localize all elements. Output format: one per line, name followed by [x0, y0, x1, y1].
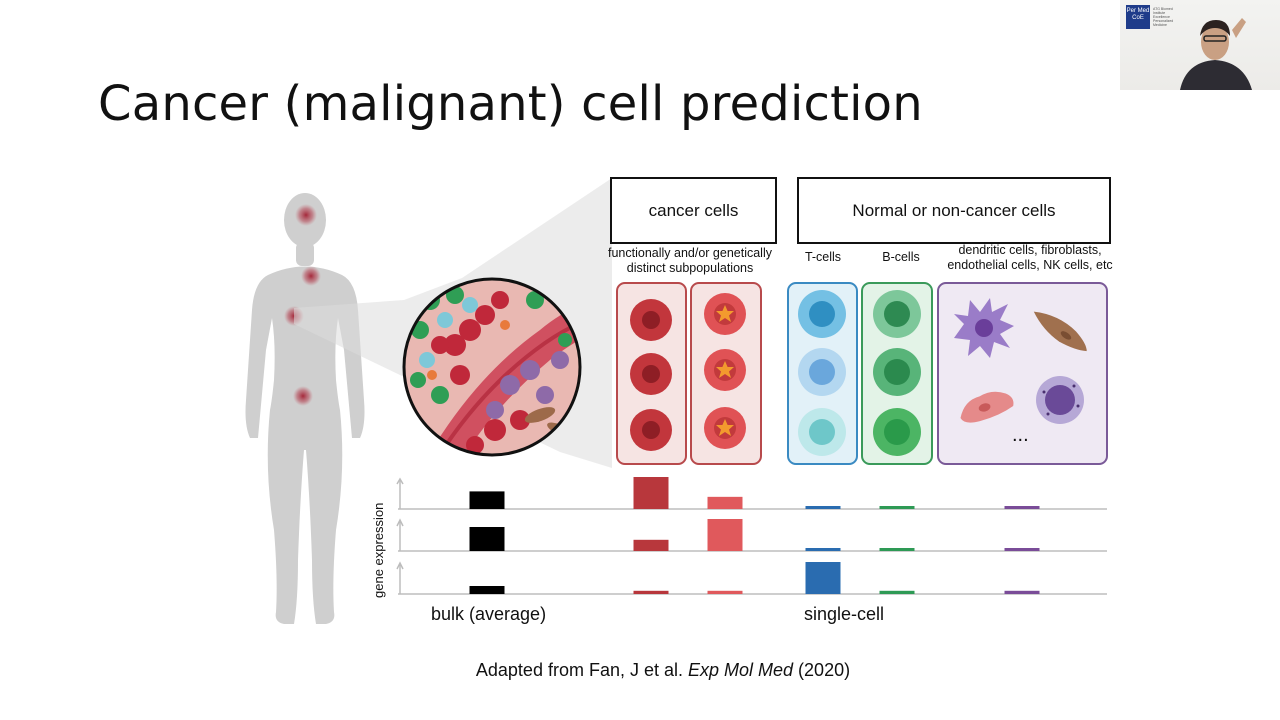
fibroblast-icon	[1033, 311, 1087, 352]
tumor-head-icon	[295, 204, 317, 226]
citation: Adapted from Fan, J et al. Exp Mol Med (…	[0, 660, 1280, 681]
bcells-label: B-cells	[882, 250, 920, 264]
cancer-subtitle-line2: distinct subpopulations	[626, 261, 754, 275]
bar-5-row-0	[1004, 506, 1040, 509]
other-cells-label: dendritic cells, fibroblasts, endothelia…	[934, 243, 1126, 273]
chart-axes	[396, 477, 1107, 595]
bar-0-row-2	[469, 586, 505, 594]
permedcoe-logo: Per Med CoE	[1126, 5, 1150, 29]
bar-5-row-2	[1004, 590, 1040, 594]
bar-4-row-0	[879, 506, 915, 509]
slide-title: Cancer (malignant) cell prediction	[98, 76, 923, 132]
tumor-neck-icon	[301, 266, 321, 286]
mutant-cancer-cell-icon	[704, 293, 746, 449]
bar-2-row-1	[707, 519, 743, 551]
y-axis-label: gene expression	[371, 502, 386, 598]
expression-bars	[469, 477, 1040, 594]
bar-1-row-1	[633, 539, 669, 551]
bar-3-row-1	[805, 548, 841, 551]
cancer-cells-header: cancer cells	[610, 177, 777, 244]
cancer-subtitle-line1: functionally and/or genetically	[608, 246, 772, 260]
cancer-subtitle: functionally and/or genetically distinct…	[595, 246, 785, 276]
bar-3-row-2	[805, 562, 841, 594]
b-cell-icon	[873, 290, 921, 456]
tumor-abdomen-icon	[293, 386, 313, 406]
dendritic-cell-icon	[954, 298, 1014, 358]
bar-0-row-0	[469, 491, 505, 509]
bar-4-row-2	[879, 590, 915, 594]
other-cells-line2: endothelial cells, NK cells, etc	[947, 258, 1113, 272]
human-silhouette-icon	[245, 193, 365, 624]
single-cell-label: single-cell	[804, 604, 885, 624]
bar-4-row-1	[879, 548, 915, 551]
bar-3-row-0	[805, 506, 841, 509]
endothelial-cell-icon	[960, 391, 1014, 423]
citation-year: (2020)	[793, 660, 851, 680]
other-cells-line1: dendritic cells, fibroblasts,	[958, 243, 1102, 257]
citation-journal: Exp Mol Med	[688, 660, 794, 680]
bar-5-row-1	[1004, 548, 1040, 551]
presenter-icon	[1180, 18, 1252, 90]
ellipsis-label: ...	[1012, 424, 1029, 446]
bar-1-row-2	[633, 590, 669, 594]
nk-cell-icon	[1036, 376, 1084, 424]
logo-caption: ATG Biomed Institute Excellence Personal…	[1153, 7, 1174, 27]
cancer-cell-icon	[630, 299, 672, 451]
bar-1-row-0	[633, 477, 669, 509]
bulk-label: bulk (average)	[431, 604, 547, 624]
webcam-overlay: Per Med CoE ATG Biomed Institute Excelle…	[1120, 0, 1280, 90]
normal-cells-header: Normal or non-cancer cells	[797, 177, 1111, 244]
bar-0-row-1	[469, 527, 505, 551]
t-cell-icon	[798, 290, 846, 456]
bar-2-row-0	[707, 496, 743, 509]
bar-2-row-2	[707, 590, 743, 594]
citation-prefix: Adapted from Fan, J et al.	[475, 660, 688, 680]
tcells-label: T-cells	[804, 250, 842, 264]
